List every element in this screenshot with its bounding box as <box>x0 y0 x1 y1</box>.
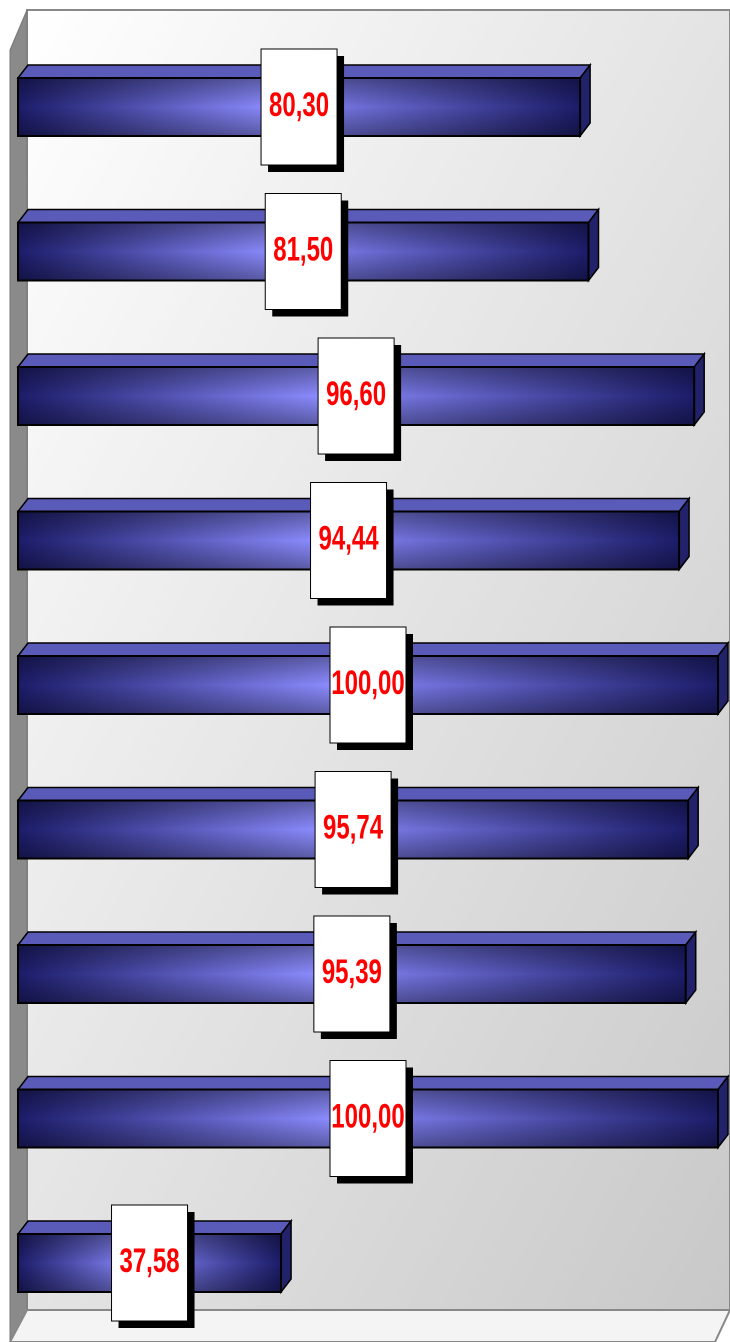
value-label: 100,00 <box>331 1097 404 1135</box>
value-label: 100,00 <box>331 664 404 702</box>
bar-side <box>717 1074 729 1150</box>
label-box <box>111 1204 189 1322</box>
value-label: 94,44 <box>319 519 379 557</box>
label-box <box>264 193 342 310</box>
bar-side <box>687 785 699 861</box>
label-box <box>313 915 391 1033</box>
label-box <box>310 482 388 599</box>
value-label: 81,50 <box>273 230 333 268</box>
label-box <box>317 337 395 455</box>
value-label: 80,30 <box>269 86 329 124</box>
bar-side <box>717 640 729 717</box>
label-box <box>329 626 407 744</box>
bar-side <box>693 351 705 428</box>
label-box <box>260 48 338 166</box>
label-box <box>329 1060 407 1177</box>
bar-side <box>280 1218 292 1295</box>
bar-side <box>579 62 591 139</box>
value-label: 37,58 <box>120 1242 180 1280</box>
bar-side <box>684 929 697 1006</box>
label-box <box>314 771 392 888</box>
value-label: 95,74 <box>323 808 383 846</box>
value-label: 95,39 <box>322 953 382 991</box>
bar-side <box>678 496 690 572</box>
bar-side <box>587 207 600 283</box>
value-label: 96,60 <box>326 375 386 413</box>
